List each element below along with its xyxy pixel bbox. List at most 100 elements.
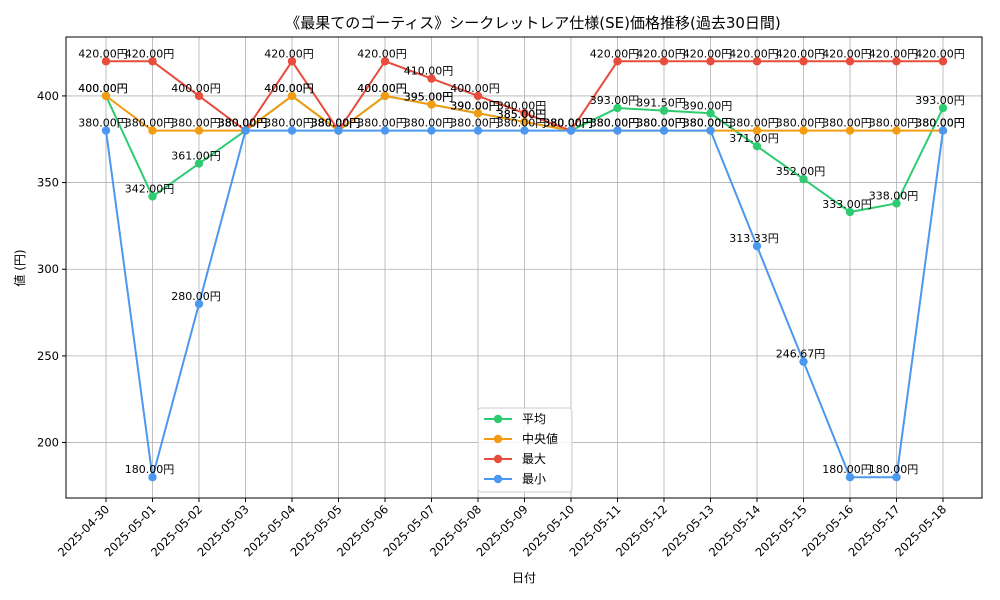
series-point-2 xyxy=(520,109,529,118)
data-label-2: 420.00円 xyxy=(776,47,826,60)
series-point-0 xyxy=(892,199,901,208)
data-label-1: 380.00円 xyxy=(776,117,826,130)
series-point-1 xyxy=(799,126,808,135)
series-point-3 xyxy=(287,126,297,135)
data-label-0: 380.00円 xyxy=(311,117,361,130)
series-point-3 xyxy=(845,473,855,482)
data-label-0: 400.00円 xyxy=(357,82,407,95)
data-label-0: 380.00円 xyxy=(543,117,593,130)
data-label-3: 246.67円 xyxy=(776,348,826,361)
data-label-2: 420.00円 xyxy=(729,47,779,60)
data-label-2: 420.00円 xyxy=(264,47,314,60)
data-label-2: 420.00円 xyxy=(357,47,407,60)
data-label-3: 380.00円 xyxy=(218,117,268,130)
data-label-0: 371.00円 xyxy=(729,132,779,145)
series-point-3 xyxy=(194,299,204,309)
data-label-0: 400.00円 xyxy=(264,82,314,95)
series-point-3 xyxy=(520,126,529,135)
series-point-3 xyxy=(148,473,157,482)
chart-title: 《最果てのゴーティス》シークレットレア仕様(SE)価格推移(過去30日間) xyxy=(285,14,781,32)
series-point-3 xyxy=(473,126,483,135)
series-point-1 xyxy=(287,91,297,101)
data-label-2: 420.00円 xyxy=(636,47,686,60)
data-label-1: 380.00円 xyxy=(171,117,221,130)
series-point-1 xyxy=(520,117,529,127)
data-label-2: 420.00円 xyxy=(590,47,640,60)
data-label-3: 180.00円 xyxy=(125,463,175,476)
data-label-0: 393.00円 xyxy=(590,94,640,107)
data-label-0: 393.00円 xyxy=(915,94,965,107)
series-point-1 xyxy=(845,126,855,135)
data-label-2: 420.00円 xyxy=(822,47,872,60)
legend-marker-1 xyxy=(493,434,503,444)
series-point-2 xyxy=(427,74,436,83)
data-label-0: 385.00円 xyxy=(497,108,547,121)
series-point-3 xyxy=(380,126,390,135)
data-label-0: 395.00円 xyxy=(404,91,454,104)
data-label-0: 333.00円 xyxy=(822,198,872,211)
data-label-2: 420.00円 xyxy=(915,47,965,60)
data-label-1: 380.00円 xyxy=(636,117,686,130)
data-label-3: 380.00円 xyxy=(543,117,593,130)
y-tick-label: 350 xyxy=(37,176,59,190)
data-label-3: 380.00円 xyxy=(264,117,314,130)
data-label-0: 338.00円 xyxy=(869,189,919,202)
data-label-3: 380.00円 xyxy=(78,117,128,130)
data-label-3: 380.00円 xyxy=(497,117,547,130)
data-label-3: 380.00円 xyxy=(404,117,454,130)
data-labels: 400.00円 342.00円 361.00円 380.00円 400.00円 380.0… xyxy=(78,47,965,476)
data-label-2: 420.00円 xyxy=(683,47,733,60)
data-label-2: 420.00円 xyxy=(78,47,128,60)
series-point-0 xyxy=(706,109,715,118)
data-label-3: 380.00円 xyxy=(357,117,407,130)
data-label-0: 342.00円 xyxy=(125,182,175,195)
y-tick-label: 200 xyxy=(37,436,59,450)
data-label-3: 380.00円 xyxy=(915,117,965,130)
series-point-0 xyxy=(845,207,855,217)
series-point-2 xyxy=(938,57,948,66)
data-label-2: 380.00円 xyxy=(543,117,593,130)
data-label-0: 352.00円 xyxy=(776,165,826,178)
data-label-1: 380.00円 xyxy=(729,117,779,130)
series-point-1 xyxy=(752,126,762,135)
data-label-1: 380.00円 xyxy=(869,117,919,130)
series-point-1 xyxy=(194,126,204,135)
y-tick-label: 400 xyxy=(37,89,59,103)
data-label-3: 180.00円 xyxy=(869,463,919,476)
series-point-1 xyxy=(427,100,436,109)
series-point-0 xyxy=(938,103,948,113)
data-label-0: 391.50円 xyxy=(636,97,686,110)
y-tick-label: 250 xyxy=(37,349,59,363)
series-point-2 xyxy=(845,57,855,66)
series-point-0 xyxy=(613,103,622,113)
series-point-1 xyxy=(473,109,483,118)
legend-label-3: 最小 xyxy=(522,472,546,486)
legend-marker-3 xyxy=(493,474,503,484)
data-label-2: 410.00円 xyxy=(404,65,454,78)
legend-marker-0 xyxy=(493,414,503,424)
series-point-2 xyxy=(380,57,390,66)
series-point-2 xyxy=(799,57,808,66)
legend-label-1: 中央値 xyxy=(522,431,558,446)
series-point-2 xyxy=(659,57,669,66)
series-point-3 xyxy=(938,126,948,135)
x-axis-label: 日付 xyxy=(512,571,536,585)
data-label-1: 380.00円 xyxy=(915,117,965,130)
data-label-1: 380.00円 xyxy=(683,117,733,130)
data-label-2: 380.00円 xyxy=(311,117,361,130)
data-label-2: 380.00円 xyxy=(218,117,268,130)
data-label-1: 380.00円 xyxy=(311,117,361,130)
series-point-3 xyxy=(706,126,715,135)
data-label-2: 400.00円 xyxy=(171,82,221,95)
data-label-3: 380.00円 xyxy=(636,117,686,130)
series-point-3 xyxy=(427,126,436,135)
series-point-3 xyxy=(566,126,576,135)
series-point-0 xyxy=(799,174,808,184)
series-point-0 xyxy=(659,106,669,115)
series-point-2 xyxy=(613,57,622,66)
series-point-1 xyxy=(380,91,390,101)
series-layer xyxy=(101,57,948,482)
data-label-0: 380.00円 xyxy=(218,117,268,130)
y-tick-label: 300 xyxy=(37,262,59,276)
